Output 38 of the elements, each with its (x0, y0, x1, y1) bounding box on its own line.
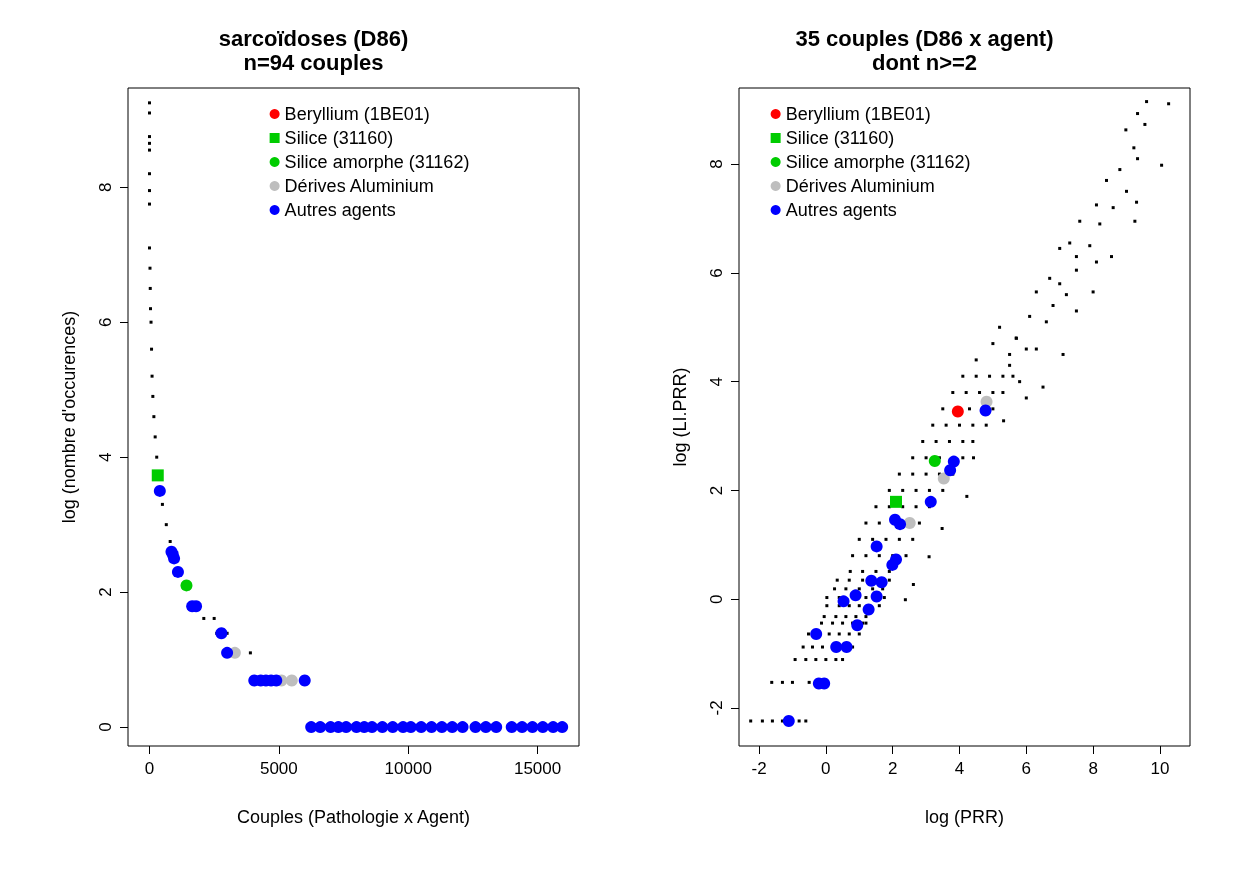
x-tick-label: 6 (1021, 759, 1032, 778)
y-tick-label: 2 (707, 485, 726, 496)
y-tick-label: 0 (707, 594, 726, 604)
x-tick-label: 5000 (259, 759, 298, 778)
x-tick-label: 10000 (384, 759, 432, 778)
legend-label: Dérives Aluminium (284, 176, 434, 196)
y-tick-label: 6 (707, 268, 726, 278)
y-tick-label: 2 (96, 587, 115, 597)
x-tick-label: 4 (954, 759, 965, 778)
x-tick-label: 2 (887, 759, 898, 778)
legend-label: Silice (31160) (785, 128, 895, 148)
y-tick-label: 0 (96, 722, 115, 732)
chart-title: sarcoïdoses (D86) (218, 25, 409, 51)
x-tick-label: 0 (144, 759, 155, 778)
legend-label: Autres agents (284, 200, 396, 220)
y-tick-label: 6 (96, 317, 115, 327)
legend-label: Silice amorphe (31162) (785, 152, 971, 172)
y-tick-label: 4 (96, 452, 115, 462)
x-tick-label: -2 (751, 759, 767, 778)
legend-label: Dérives Aluminium (785, 176, 935, 196)
x-axis-title: Couples (Pathologie x Agent) (236, 807, 471, 827)
legend-label: Beryllium (1BE01) (785, 104, 931, 124)
x-axis-title: log (PRR) (924, 807, 1005, 827)
x-tick-label: 8 (1088, 759, 1098, 778)
y-tick-label: 8 (96, 182, 115, 192)
legend-label: Silice (31160) (284, 128, 394, 148)
legend-label: Autres agents (785, 200, 897, 220)
x-tick-label: 15000 (513, 759, 562, 778)
x-tick-label: 10 (1150, 759, 1170, 778)
y-tick-label: -2 (707, 700, 726, 716)
chart-title: 35 couples (D86 x agent) (795, 25, 1054, 51)
y-axis-title: log (LI.PRR) (670, 367, 690, 467)
y-axis-title: log (nombre d'occurences) (59, 310, 79, 524)
y-tick-label: 4 (707, 376, 726, 387)
x-tick-label: 0 (821, 759, 831, 778)
legend-label: Silice amorphe (31162) (284, 152, 470, 172)
y-tick-label: 8 (707, 159, 726, 169)
legend-label: Beryllium (1BE01) (284, 104, 430, 124)
